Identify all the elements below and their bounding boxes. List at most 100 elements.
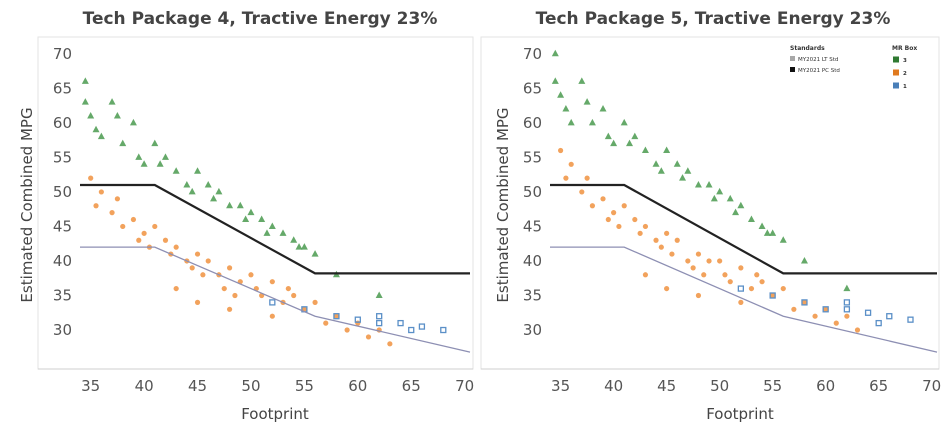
y-tick-label: 35 xyxy=(53,286,72,304)
data-point xyxy=(626,139,634,147)
series-mr-box-1 xyxy=(269,299,447,334)
data-point xyxy=(695,292,702,299)
data-point xyxy=(800,256,808,264)
data-point xyxy=(295,243,303,250)
x-tick-label: 35 xyxy=(551,377,570,395)
data-point xyxy=(716,187,724,195)
data-point xyxy=(567,118,575,126)
data-point xyxy=(738,265,744,271)
data-point xyxy=(854,327,861,333)
data-point xyxy=(727,279,733,285)
data-point xyxy=(801,299,808,305)
lt-standard-line xyxy=(550,246,938,353)
series-mr-box-3 xyxy=(81,77,383,298)
data-point xyxy=(97,132,105,140)
data-point xyxy=(791,306,797,312)
x-tick-label: 35 xyxy=(81,377,100,395)
data-point xyxy=(81,77,89,84)
data-point xyxy=(843,299,851,306)
data-point xyxy=(557,91,565,98)
chart-panel-1: Tech Package 4, Tractive Energy 23% 30 35 4… xyxy=(18,9,474,423)
data-point xyxy=(726,194,734,202)
legend-swatch xyxy=(893,82,899,89)
data-point xyxy=(130,216,137,223)
data-point xyxy=(812,313,818,319)
legend-swatch xyxy=(790,67,795,72)
data-point xyxy=(604,132,612,140)
x-tick-label: 65 xyxy=(402,377,421,395)
data-point xyxy=(210,194,218,202)
chart-panel-2: Tech Package 5, Tractive Energy 23% 30 35 4… xyxy=(480,9,941,423)
data-point xyxy=(162,237,169,243)
pc-standard-line xyxy=(80,183,470,275)
data-point xyxy=(226,306,233,312)
data-point xyxy=(695,251,702,257)
data-point xyxy=(109,210,115,216)
y-tick-label: 30 xyxy=(523,321,542,339)
x-axis-label: Footprint xyxy=(706,405,774,423)
data-point xyxy=(694,181,702,188)
x-tick-label: 40 xyxy=(135,377,154,395)
data-point xyxy=(375,291,383,298)
data-point xyxy=(673,160,681,167)
data-point xyxy=(311,250,319,257)
data-point xyxy=(119,139,127,147)
data-point xyxy=(583,98,591,105)
data-point xyxy=(563,175,569,181)
data-point xyxy=(737,201,745,209)
series-mr-box-2 xyxy=(88,175,393,347)
data-point xyxy=(269,279,275,285)
data-point xyxy=(679,174,687,181)
data-point xyxy=(754,272,760,278)
data-point xyxy=(886,313,893,320)
y-tick-label: 40 xyxy=(53,252,72,270)
data-point xyxy=(669,251,675,257)
data-point xyxy=(568,161,574,167)
legend: Standards MY2021 LT Std MY2021 PC Std MR Bo… xyxy=(790,45,917,90)
data-point xyxy=(93,203,99,209)
data-point xyxy=(242,215,250,223)
data-point xyxy=(189,265,195,271)
chart-title: Tech Package 5, Tractive Energy 23% xyxy=(536,9,891,29)
data-point xyxy=(161,153,169,160)
data-point xyxy=(355,320,361,326)
y-tick-label: 45 xyxy=(523,217,542,235)
data-point xyxy=(684,167,692,174)
data-point xyxy=(701,272,707,278)
data-point xyxy=(717,258,723,264)
x-tick-label: 65 xyxy=(869,377,888,395)
data-point xyxy=(875,319,882,327)
data-point xyxy=(663,146,671,153)
data-point xyxy=(642,272,649,278)
data-point xyxy=(664,230,670,236)
legend-standards-label: MY2021 LT Std xyxy=(798,57,838,63)
data-point xyxy=(141,230,147,236)
data-point xyxy=(226,201,234,209)
data-point xyxy=(642,223,649,230)
series-mr-box-1 xyxy=(737,285,914,327)
data-point xyxy=(215,187,223,195)
data-point xyxy=(599,105,607,112)
data-point xyxy=(822,306,829,313)
data-point xyxy=(279,229,287,236)
data-point xyxy=(843,284,851,292)
data-point xyxy=(706,258,712,264)
data-point xyxy=(632,216,638,223)
data-point xyxy=(291,292,297,299)
data-point xyxy=(232,292,238,299)
data-point xyxy=(120,223,126,230)
panel-frame xyxy=(37,36,474,370)
data-point xyxy=(551,49,559,57)
data-point xyxy=(114,196,120,202)
x-axis-label: Footprint xyxy=(241,405,309,423)
data-point xyxy=(621,203,627,209)
y-tick-label: 55 xyxy=(53,148,72,166)
data-point xyxy=(113,111,121,119)
data-point xyxy=(769,229,777,236)
legend-mrbox-title: MR Box xyxy=(892,45,917,52)
data-point xyxy=(354,316,361,323)
series-mr-box-2 xyxy=(558,147,861,333)
data-point xyxy=(418,323,426,330)
data-point xyxy=(843,306,851,313)
